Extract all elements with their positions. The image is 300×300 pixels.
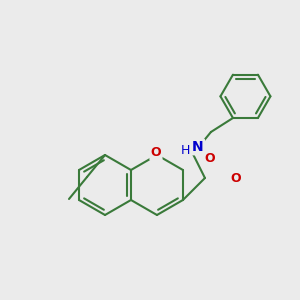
Text: O: O [231,172,241,184]
Text: O: O [151,146,161,160]
Text: O: O [205,152,215,166]
Text: N: N [192,140,204,154]
Text: H: H [180,145,190,158]
